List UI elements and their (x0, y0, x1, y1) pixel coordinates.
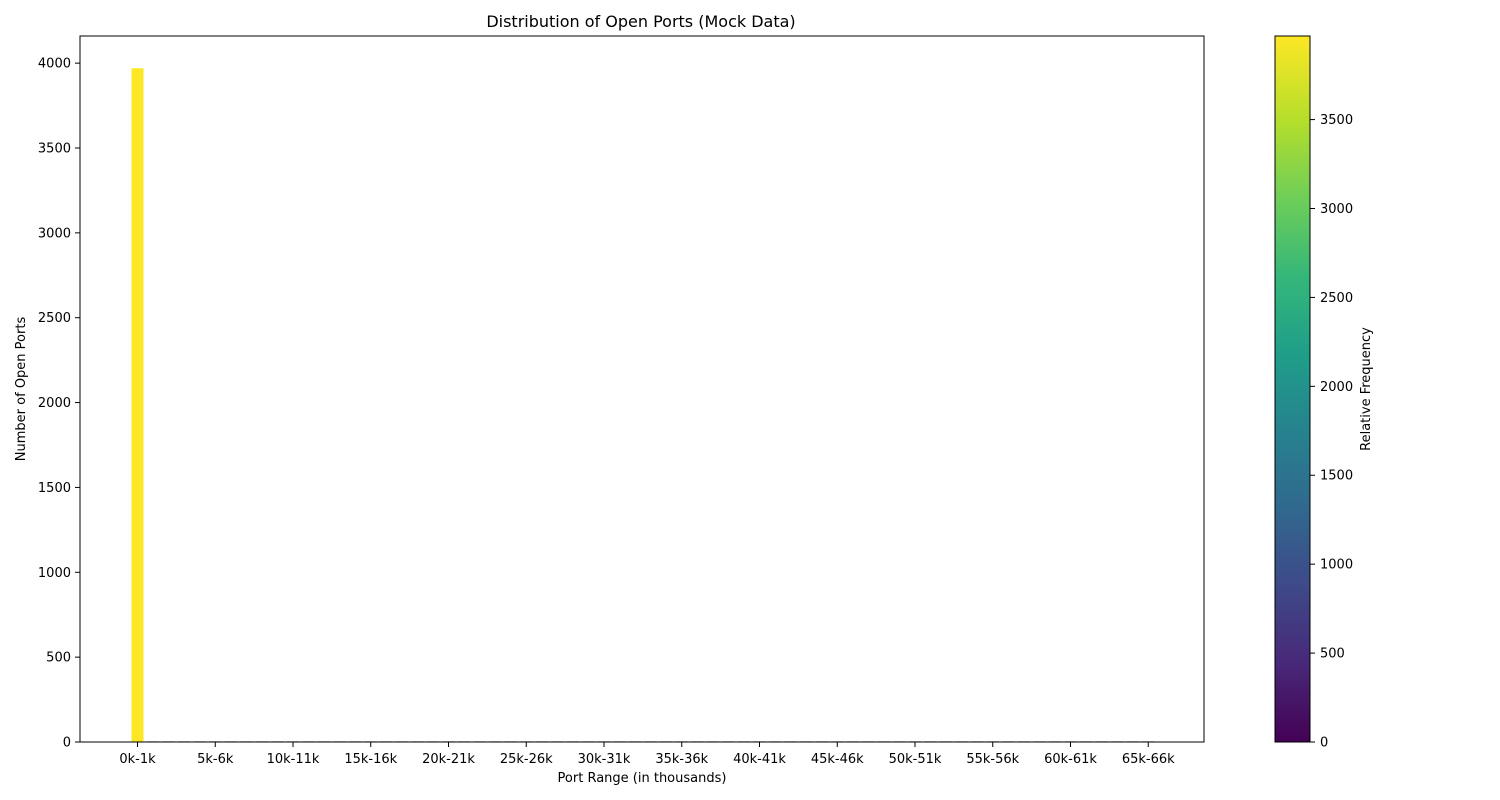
colorbar (1274, 35, 1311, 743)
colorbar-axis: 0 500 1000 1500 2000 2500 3000 3500 (1310, 113, 1353, 751)
x-tick-label: 65k-66k (1122, 752, 1175, 767)
bar (131, 68, 144, 743)
colorbar-tick-label: 2000 (1320, 380, 1353, 395)
colorbar-tick-label: 0 (1320, 736, 1328, 751)
colorbar-tick-label: 3500 (1320, 113, 1353, 128)
y-tick-label: 4000 (38, 57, 71, 72)
bars-group (131, 68, 1155, 743)
colorbar-title: Relative Frequency (1359, 327, 1374, 451)
x-tick-label: 60k-61k (1044, 752, 1097, 767)
x-tick-label: 45k-46k (811, 752, 864, 767)
y-axis: 0 500 1000 1500 2000 2500 3000 3500 4000 (38, 57, 80, 751)
x-tick-label: 40k-41k (733, 752, 786, 767)
x-tick-label: 20k-21k (422, 752, 475, 767)
colorbar-tick-label: 500 (1320, 647, 1345, 662)
y-tick-label: 1500 (38, 481, 71, 496)
chart-title: Distribution of Open Ports (Mock Data) (486, 12, 795, 31)
y-tick-label: 3000 (38, 226, 71, 241)
y-tick-label: 0 (63, 736, 71, 751)
x-tick-label: 10k-11k (267, 752, 320, 767)
colorbar-tick-label: 3000 (1320, 202, 1353, 217)
x-tick-label: 0k-1k (119, 752, 156, 767)
y-axis-title: Number of Open Ports (14, 317, 29, 462)
colorbar-tick-label: 2500 (1320, 291, 1353, 306)
y-tick-label: 1000 (38, 566, 71, 581)
x-tick-label: 15k-16k (344, 752, 397, 767)
x-tick-label: 55k-56k (966, 752, 1019, 767)
x-tick-label: 5k-6k (197, 752, 234, 767)
y-tick-label: 2000 (38, 396, 71, 411)
y-tick-label: 3500 (38, 142, 71, 157)
x-axis: 0k-1k 5k-6k 10k-11k 15k-16k 20k-21k 25k-26k 30… (119, 742, 1175, 767)
colorbar-tick-label: 1000 (1320, 558, 1353, 573)
colorbar-tick-label: 1500 (1320, 469, 1353, 484)
y-tick-label: 2500 (38, 311, 71, 326)
plot-frame (79, 35, 1205, 743)
x-tick-label: 25k-26k (500, 752, 553, 767)
x-tick-label: 35k-36k (655, 752, 708, 767)
x-tick-label: 50k-51k (889, 752, 942, 767)
x-tick-label: 30k-31k (578, 752, 631, 767)
x-axis-title: Port Range (in thousands) (558, 771, 727, 786)
y-tick-label: 500 (46, 651, 71, 666)
